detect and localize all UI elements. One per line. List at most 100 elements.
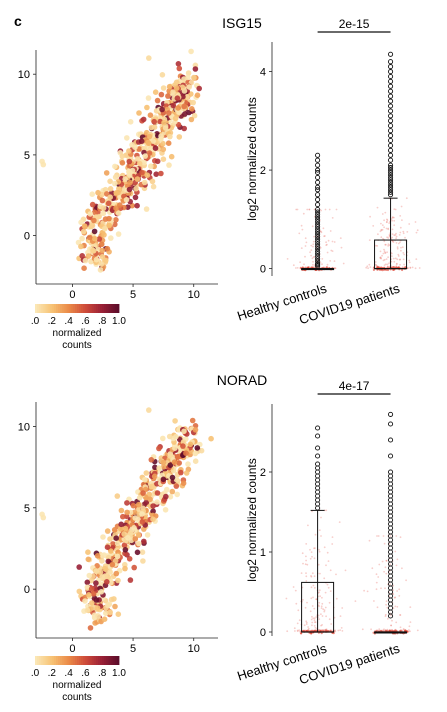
jitter-point: [312, 263, 314, 266]
jitter-point: [292, 264, 295, 267]
y-tick-label: 10: [18, 421, 30, 433]
jitter-point: [409, 606, 412, 608]
jitter-point: [285, 597, 288, 600]
jitter-point: [382, 237, 384, 240]
jitter-point: [303, 624, 306, 627]
jitter-point: [315, 598, 318, 601]
jitter-point: [305, 555, 307, 558]
jitter-point: [319, 595, 321, 598]
cell-point: [176, 65, 183, 72]
jitter-point: [397, 255, 400, 257]
cell-point: [122, 176, 128, 182]
outlier-point: [315, 243, 321, 249]
outlier-point: [315, 433, 321, 439]
jitter-point: [391, 216, 394, 219]
jitter-point: [390, 255, 393, 257]
jitter-point: [384, 252, 387, 254]
cell-point: [80, 228, 87, 235]
jitter-point: [311, 615, 313, 618]
jitter-point: [304, 237, 307, 240]
jitter-point: [386, 266, 389, 269]
jitter-point: [325, 615, 327, 618]
outlier-point: [315, 187, 321, 193]
cell-point: [112, 557, 119, 564]
outlier-point: [388, 177, 394, 183]
outlier-point: [315, 169, 321, 176]
cell-point: [95, 613, 101, 619]
jitter-point: [311, 624, 313, 627]
jitter-point: [383, 628, 385, 631]
jitter-point: [334, 630, 337, 633]
outlier-point: [388, 469, 394, 475]
jitter-point: [378, 628, 381, 631]
jitter-point: [310, 575, 313, 578]
jitter-point: [334, 267, 336, 270]
jitter-point: [325, 509, 328, 512]
colorbar-segment: [41, 304, 44, 313]
jitter-point: [385, 572, 388, 575]
cell-point: [151, 118, 157, 125]
jitter-point: [318, 605, 320, 608]
cell-point: [104, 579, 110, 585]
jitter-point: [392, 241, 395, 244]
cell-point: [85, 556, 92, 563]
jitter-point: [391, 233, 394, 236]
jitter-point: [296, 208, 299, 211]
cell-point: [194, 445, 201, 451]
jitter-point: [395, 263, 398, 265]
cell-point: [113, 217, 119, 223]
outlier-point: [315, 179, 321, 185]
cell-point: [126, 186, 133, 193]
colorbar-segment: [81, 304, 84, 313]
outlier-point: [388, 192, 394, 198]
cell-point: [97, 267, 104, 273]
cell-point: [139, 169, 145, 176]
cell-point: [183, 470, 190, 476]
cell-point: [173, 433, 179, 440]
x-tick-label: 5: [130, 289, 136, 301]
colorbar-segment: [83, 656, 86, 665]
jitter-point: [380, 236, 383, 239]
jitter-point: [328, 601, 331, 604]
cell-point: [99, 253, 106, 260]
cell-point: [152, 89, 159, 95]
jitter-point: [383, 258, 386, 261]
cell-point: [131, 564, 137, 571]
cell-point: [132, 194, 139, 201]
jitter-point: [382, 629, 385, 632]
cell-point: [102, 565, 108, 572]
jitter-point: [378, 563, 381, 566]
jitter-point: [310, 254, 312, 257]
cell-point: [115, 577, 121, 584]
cell-point: [142, 153, 148, 159]
jitter-point: [396, 590, 398, 592]
jitter-point: [309, 557, 312, 560]
outlier-point: [315, 162, 321, 168]
jitter-point: [318, 629, 320, 631]
jitter-point: [319, 572, 321, 575]
jitter-point: [344, 569, 347, 572]
cell-point: [151, 473, 158, 480]
outlier-point: [388, 69, 394, 75]
outlier-point: [388, 172, 394, 178]
colorbar-segment: [106, 304, 109, 313]
colorbar-title: counts: [62, 692, 91, 703]
jitter-point: [300, 247, 303, 250]
cell-point: [194, 92, 201, 98]
jitter-point: [400, 246, 402, 249]
jitter-point: [324, 591, 327, 594]
jitter-point: [286, 630, 289, 633]
colorbar-segment: [58, 656, 61, 665]
cell-point: [99, 247, 106, 254]
jitter-point: [402, 628, 405, 630]
outlier-point: [388, 59, 394, 65]
cell-point: [135, 501, 142, 508]
jitter-point: [385, 603, 387, 606]
jitter-point: [312, 256, 315, 258]
jitter-point: [320, 605, 323, 608]
p-value-label: 4e-17: [339, 379, 370, 393]
colorbar-segment: [114, 304, 118, 313]
colorbar-segment: [49, 304, 53, 313]
jitter-point: [326, 251, 329, 254]
outlier-point: [388, 73, 394, 80]
